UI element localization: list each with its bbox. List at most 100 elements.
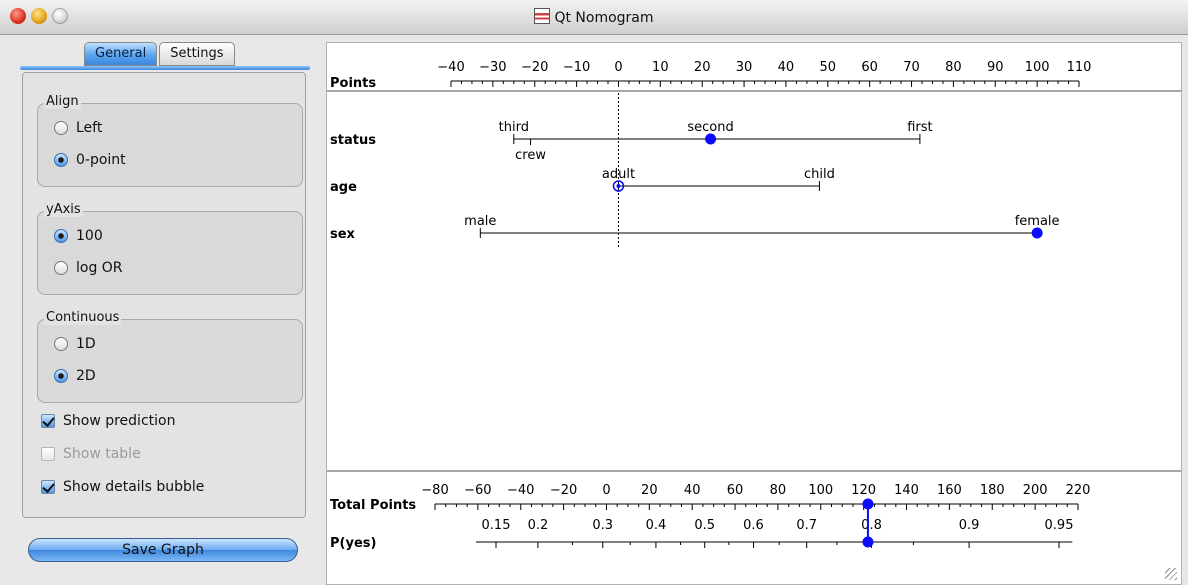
title-bar: Qt Nomogram bbox=[0, 0, 1188, 35]
total-points-tick-label: 180 bbox=[980, 483, 1005, 498]
show-prediction-checkbox[interactable] bbox=[41, 414, 55, 428]
continuous-2d-label: 2D bbox=[76, 368, 96, 384]
total-points-axis-label: Total Points bbox=[330, 498, 416, 513]
level-label: second bbox=[687, 120, 733, 135]
tab-underline bbox=[20, 66, 310, 70]
probability-tick-label: 0.9 bbox=[959, 518, 980, 533]
points-tick-label: 0 bbox=[614, 60, 622, 75]
close-window-icon[interactable] bbox=[10, 8, 26, 24]
total-points-tick-label: 200 bbox=[1023, 483, 1048, 498]
points-tick-label: 50 bbox=[820, 60, 837, 75]
align-left-label: Left bbox=[76, 120, 103, 136]
resize-grip-icon[interactable] bbox=[1165, 568, 1177, 580]
total-points-tick-label: 40 bbox=[684, 483, 701, 498]
nomogram-canvas: Points −40 −30 −20 −10 0 10 20 30 40 50 60 70 80 90 100… bbox=[326, 42, 1182, 585]
points-tick-label: −30 bbox=[479, 60, 506, 75]
general-pane: Align Left 0-point yAxis 100 l bbox=[22, 72, 306, 518]
total-points-tick-label: −20 bbox=[550, 483, 577, 498]
zoom-window-icon[interactable] bbox=[52, 8, 68, 24]
align-group-title: Align bbox=[44, 94, 81, 109]
yaxis-logor-label: log OR bbox=[76, 260, 123, 276]
points-tick-label: −40 bbox=[437, 60, 464, 75]
continuous-1d-radio[interactable] bbox=[54, 337, 68, 351]
points-axis-label: Points bbox=[330, 76, 376, 91]
show-prediction-label: Show prediction bbox=[63, 413, 176, 429]
show-details-bubble-option[interactable]: Show details bubble bbox=[41, 479, 204, 495]
yaxis-100-label: 100 bbox=[76, 228, 103, 244]
level-label: first bbox=[907, 120, 932, 135]
points-tick-label: 110 bbox=[1067, 60, 1092, 75]
selected-marker-status bbox=[705, 133, 717, 145]
save-graph-button[interactable]: Save Graph bbox=[28, 538, 298, 562]
minimize-window-icon[interactable] bbox=[31, 8, 47, 24]
nomogram-svg: Points −40 −30 −20 −10 0 10 20 30 40 50 60 70 80 90 100… bbox=[327, 60, 1181, 551]
align-zero-point-label: 0-point bbox=[76, 152, 126, 168]
points-tick-label: 60 bbox=[861, 60, 878, 75]
probability-tick-label: 0.6 bbox=[743, 518, 764, 533]
align-zero-point-option[interactable]: 0-point bbox=[54, 152, 126, 168]
align-left-radio[interactable] bbox=[54, 121, 68, 135]
tab-general[interactable]: General bbox=[84, 42, 158, 66]
probability-tick-label: 0.2 bbox=[528, 518, 549, 533]
yaxis-logor-option[interactable]: log OR bbox=[54, 260, 123, 276]
align-left-option[interactable]: Left bbox=[54, 120, 102, 136]
total-points-tick-label: 220 bbox=[1066, 483, 1091, 498]
total-points-tick-label: 100 bbox=[808, 483, 833, 498]
level-label: crew bbox=[515, 148, 546, 163]
selected-marker-age bbox=[612, 180, 625, 192]
continuous-2d-option[interactable]: 2D bbox=[54, 368, 96, 384]
yaxis-group: yAxis 100 log OR bbox=[37, 202, 303, 295]
window-title: Qt Nomogram bbox=[0, 8, 1188, 26]
points-tick-label: 40 bbox=[778, 60, 795, 75]
level-label: adult bbox=[602, 167, 635, 182]
continuous-2d-radio[interactable] bbox=[54, 369, 68, 383]
variable-label-sex: sex bbox=[330, 227, 356, 242]
level-label: child bbox=[804, 167, 835, 182]
total-points-tick-label: −80 bbox=[421, 483, 448, 498]
probability-axis-label: P(yes) bbox=[330, 536, 376, 551]
options-panel: General Settings Align Left 0-point yAxi… bbox=[14, 40, 312, 585]
probability-tick-label: 0.3 bbox=[592, 518, 613, 533]
continuous-1d-option[interactable]: 1D bbox=[54, 336, 96, 352]
total-points-tick-label: 0 bbox=[602, 483, 610, 498]
align-group: Align Left 0-point bbox=[37, 94, 303, 187]
level-label: male bbox=[464, 214, 496, 229]
total-points-tick-label: 60 bbox=[727, 483, 744, 498]
total-points-marker bbox=[862, 498, 874, 510]
tab-settings[interactable]: Settings bbox=[159, 42, 235, 66]
show-prediction-option[interactable]: Show prediction bbox=[41, 413, 175, 429]
variable-label-age: age bbox=[330, 180, 357, 195]
yaxis-logor-radio[interactable] bbox=[54, 261, 68, 275]
probability-tick-label: 0.15 bbox=[482, 518, 511, 533]
show-table-option: Show table bbox=[41, 446, 141, 462]
align-zero-point-radio[interactable] bbox=[54, 153, 68, 167]
show-details-bubble-checkbox[interactable] bbox=[41, 480, 55, 494]
total-points-tick-label: 80 bbox=[770, 483, 787, 498]
total-points-tick-label: 160 bbox=[937, 483, 962, 498]
continuous-group: Continuous 1D 2D bbox=[37, 310, 303, 403]
points-tick-label: −10 bbox=[563, 60, 590, 75]
probability-marker bbox=[862, 536, 874, 548]
probability-tick-label: 0.8 bbox=[861, 518, 882, 533]
probability-tick-label: 0.95 bbox=[1045, 518, 1074, 533]
points-tick-label: 80 bbox=[945, 60, 962, 75]
probability-tick-label: 0.4 bbox=[646, 518, 667, 533]
variable-label-status: status bbox=[330, 133, 376, 148]
points-tick-label: 20 bbox=[694, 60, 711, 75]
points-tick-label: 70 bbox=[903, 60, 920, 75]
yaxis-100-option[interactable]: 100 bbox=[54, 228, 103, 244]
probability-tick-label: 0.5 bbox=[694, 518, 715, 533]
continuous-group-title: Continuous bbox=[44, 310, 122, 325]
total-points-tick-label: −60 bbox=[464, 483, 491, 498]
level-label: third bbox=[499, 120, 529, 135]
selected-marker-sex bbox=[1031, 227, 1043, 239]
points-tick-label: 30 bbox=[736, 60, 753, 75]
yaxis-100-radio[interactable] bbox=[54, 229, 68, 243]
yaxis-group-title: yAxis bbox=[44, 202, 83, 217]
app-icon bbox=[534, 8, 551, 24]
window-title-text: Qt Nomogram bbox=[554, 10, 654, 26]
level-label: female bbox=[1015, 214, 1060, 229]
points-tick-label: −20 bbox=[521, 60, 548, 75]
continuous-1d-label: 1D bbox=[76, 336, 96, 352]
